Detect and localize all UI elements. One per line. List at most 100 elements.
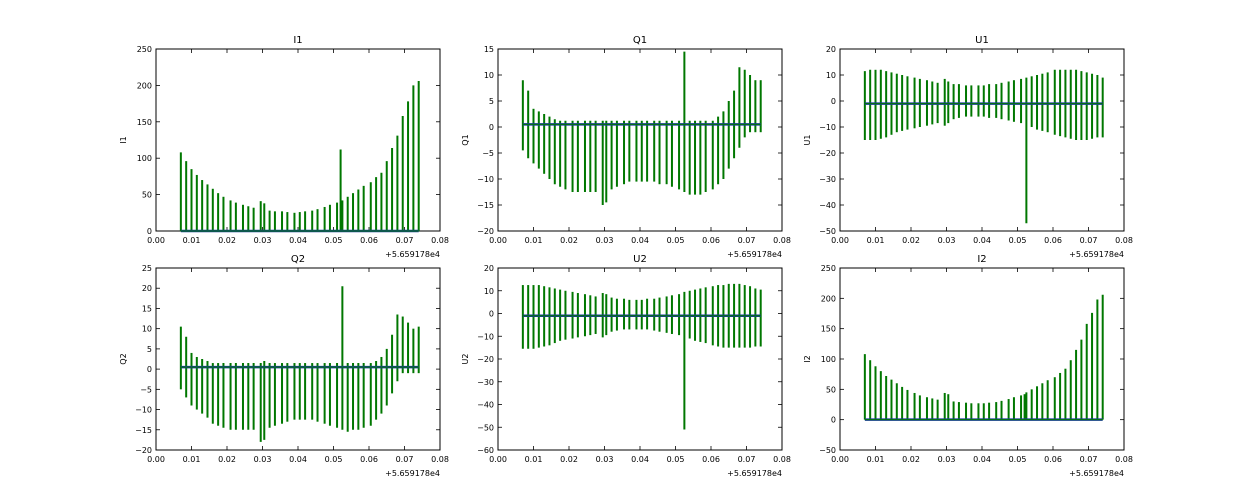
x-tick-label: 0.03 (596, 455, 614, 464)
y-tick-label: −20 (477, 355, 494, 364)
x-tick-label: 0.03 (938, 455, 956, 464)
y-tick-label: 0 (147, 227, 152, 236)
x-tick-label: 0.07 (396, 455, 414, 464)
y-tick-label: −20 (135, 446, 152, 455)
x-tick-label: 0.04 (289, 236, 307, 245)
x-tick-label: 0.06 (1044, 236, 1062, 245)
x-tick-label: 0.08 (1115, 455, 1133, 464)
x-tick-label: 0.04 (631, 236, 649, 245)
x-tick-label: 0.00 (147, 455, 165, 464)
subplot-q2: Q2 Q2 0.00 0.01 0.02 0.03 0.04 0.05 0.06 0.07 0.08… (119, 254, 449, 478)
x-tick-label: 0.05 (667, 236, 685, 245)
y-tick-label: 250 (137, 45, 152, 54)
x-tick-label: 0.01 (867, 236, 885, 245)
x-tick-label: 0.08 (1115, 236, 1133, 245)
x-tick-label: 0.07 (396, 236, 414, 245)
y-tick-label: −15 (135, 426, 152, 435)
y-tick-label: 150 (821, 325, 836, 334)
x-tick-label: 0.02 (560, 455, 578, 464)
y-tick-label: −30 (477, 378, 494, 387)
plot-frame (155, 267, 441, 451)
y-axis-label: U2 (461, 354, 470, 365)
y-tick-label: 15 (484, 45, 494, 54)
y-tick-label: −5 (140, 385, 152, 394)
y-tick-label: −10 (135, 406, 152, 415)
y-axis-label: Q2 (119, 353, 128, 364)
x-tick-label: 0.05 (667, 455, 685, 464)
x-offset-label: +5.659178e4 (385, 469, 440, 478)
subplot-u1: U1 U1 0.00 0.01 0.02 0.03 0.04 0.05 0.06 0.07 0.08… (803, 35, 1133, 259)
y-tick-label: 100 (137, 154, 152, 163)
x-tick-label: 0.07 (738, 455, 756, 464)
x-tick-label: 0.04 (973, 455, 991, 464)
y-tick-label: 5 (147, 345, 152, 354)
x-tick-label: 0.06 (702, 455, 720, 464)
subplot-u2: U2 U2 0.00 0.01 0.02 0.03 0.04 0.05 0.06 0.07 0.08… (461, 254, 791, 478)
y-axis-label: Q1 (461, 134, 470, 145)
x-tick-label: 0.05 (325, 455, 343, 464)
plot-title: I2 (977, 254, 986, 265)
y-tick-label: 250 (821, 264, 836, 273)
x-tick-label: 0.01 (183, 236, 201, 245)
y-tick-label: −50 (477, 423, 494, 432)
x-tick-label: 0.05 (1009, 455, 1027, 464)
x-tick-label: 0.02 (902, 236, 920, 245)
x-tick-label: 0.04 (631, 455, 649, 464)
y-tick-label: 15 (142, 304, 152, 313)
x-offset-label: +5.659178e4 (385, 250, 440, 259)
y-tick-label: −60 (477, 446, 494, 455)
y-tick-label: 200 (821, 294, 836, 303)
y-tick-label: −50 (819, 227, 836, 236)
y-tick-label: 10 (484, 71, 494, 80)
x-tick-label: 0.03 (938, 236, 956, 245)
y-tick-label: 10 (142, 325, 152, 334)
plot-title: I1 (293, 35, 302, 46)
y-tick-label: −40 (477, 401, 494, 410)
y-tick-label: 5 (489, 97, 494, 106)
plot-title: Q2 (291, 254, 305, 265)
x-tick-label: 0.00 (147, 236, 165, 245)
x-tick-label: 0.04 (973, 236, 991, 245)
y-tick-label: −10 (819, 123, 836, 132)
y-tick-label: 200 (137, 81, 152, 90)
x-tick-label: 0.08 (431, 236, 449, 245)
x-offset-label: +5.659178e4 (1069, 250, 1124, 259)
y-tick-label: −20 (477, 227, 494, 236)
x-tick-label: 0.02 (218, 236, 236, 245)
x-tick-label: 0.03 (254, 236, 272, 245)
x-tick-label: 0.03 (254, 455, 272, 464)
y-tick-label: 50 (826, 385, 836, 394)
y-tick-label: −30 (819, 175, 836, 184)
y-tick-label: 0 (831, 97, 836, 106)
x-offset-label: +5.659178e4 (727, 250, 782, 259)
x-tick-label: 0.07 (1080, 236, 1098, 245)
y-tick-label: 20 (142, 284, 152, 293)
plot-title: U1 (975, 35, 989, 46)
y-tick-label: 0 (489, 310, 494, 319)
y-tick-label: 10 (484, 287, 494, 296)
x-tick-label: 0.00 (489, 236, 507, 245)
x-tick-label: 0.01 (183, 455, 201, 464)
x-tick-label: 0.07 (1080, 455, 1098, 464)
x-tick-label: 0.06 (1044, 455, 1062, 464)
plot-title: Q1 (633, 35, 647, 46)
x-tick-label: 0.01 (525, 455, 543, 464)
x-tick-label: 0.00 (489, 455, 507, 464)
x-tick-label: 0.08 (773, 236, 791, 245)
y-tick-label: 20 (484, 264, 494, 273)
x-tick-label: 0.00 (831, 236, 849, 245)
subplot-q1: Q1 Q1 0.00 0.01 0.02 0.03 0.04 0.05 0.06 0.07 0.08… (461, 35, 791, 259)
y-tick-label: −15 (477, 201, 494, 210)
y-tick-label: 10 (826, 71, 836, 80)
plot-title: U2 (633, 254, 647, 265)
y-tick-label: −10 (477, 332, 494, 341)
y-tick-label: −5 (482, 149, 494, 158)
y-axis-label: U1 (803, 135, 812, 146)
y-tick-label: 0 (831, 416, 836, 425)
y-tick-label: −40 (819, 201, 836, 210)
x-tick-label: 0.07 (738, 236, 756, 245)
y-tick-label: −20 (819, 149, 836, 158)
y-tick-label: 0 (489, 123, 494, 132)
y-tick-label: 0 (147, 365, 152, 374)
